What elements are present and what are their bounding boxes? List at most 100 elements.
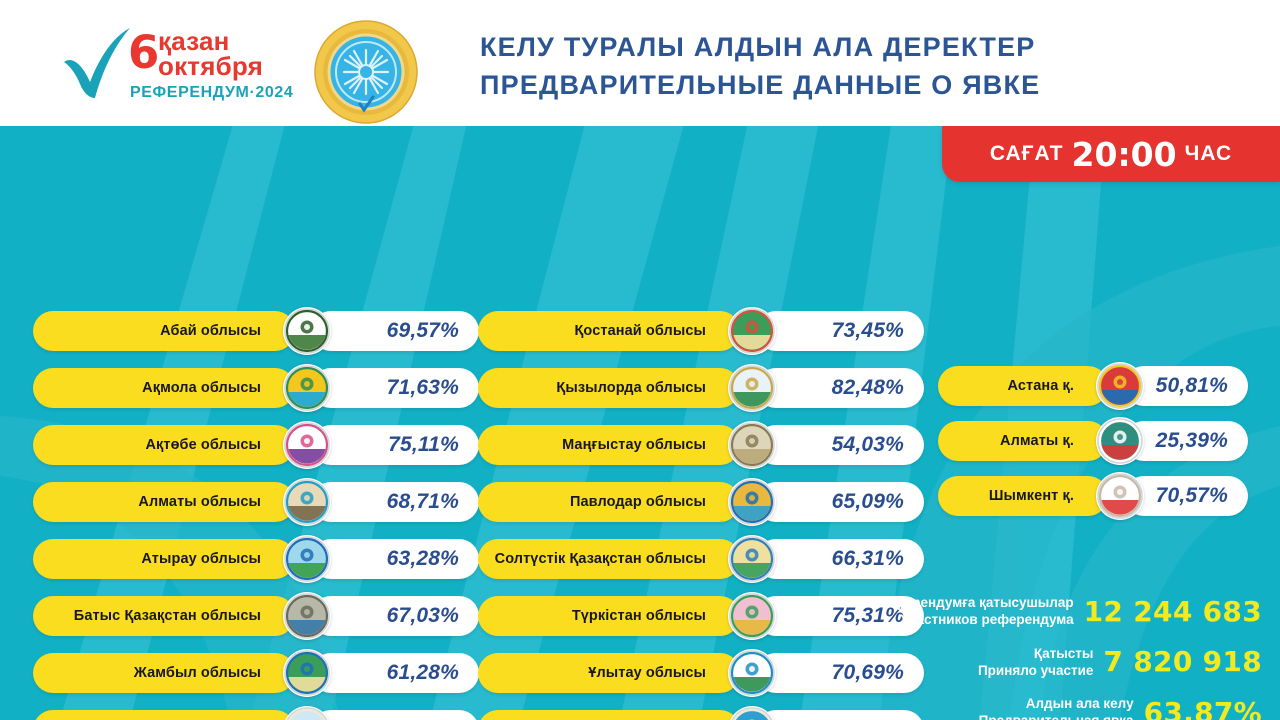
akmola-region-emblem-icon bbox=[283, 364, 331, 412]
summary-labels: Референдумға қатысушылар Участников рефер… bbox=[877, 594, 1074, 629]
region-name-pill: Қызылорда облысы bbox=[478, 368, 740, 408]
region-name-label: Маңғыстау облысы bbox=[562, 437, 706, 453]
region-name-pill: Алматы облысы bbox=[33, 482, 295, 522]
page-header: 6 қазан октября РЕФЕРЕНДУМ·2024 bbox=[0, 0, 1280, 126]
turnout-value: 25,39% bbox=[1155, 429, 1228, 452]
turnout-value: 75,11% bbox=[388, 433, 459, 456]
turnout-value: 73,79% bbox=[832, 718, 904, 720]
title-russian: ПРЕДВАРИТЕЛЬНЫЕ ДАННЫЕ О ЯВКЕ bbox=[480, 70, 1041, 101]
time-value: 20:00 bbox=[1071, 134, 1177, 174]
turnout-value-pill: 71,63% bbox=[311, 368, 479, 408]
region-name-pill: Павлодар облысы bbox=[478, 482, 740, 522]
turnout-value-pill: 54,03% bbox=[756, 425, 924, 465]
region-name-pill: Солтүстік Қазақстан облысы bbox=[478, 539, 740, 579]
abai-region-emblem-icon bbox=[283, 307, 331, 355]
turnout-value: 70,57% bbox=[1155, 484, 1228, 507]
aktobe-region-emblem-icon bbox=[283, 421, 331, 469]
turnout-value-pill: 75,31% bbox=[756, 596, 924, 636]
turnout-value-pill: 61,28% bbox=[311, 653, 479, 693]
time-badge: САҒАТ 20:00 ЧАС bbox=[942, 126, 1280, 182]
region-name-pill: Түркістан облысы bbox=[478, 596, 740, 636]
region-name-label: Павлодар облысы bbox=[569, 494, 706, 510]
region-name-label: Алматы облысы bbox=[138, 494, 261, 510]
summary-label-ru: Участников референдума bbox=[900, 612, 1074, 628]
turnout-value: 63,28% bbox=[386, 547, 459, 570]
turnout-value-pill: 73,45% bbox=[756, 311, 924, 351]
checkmark-icon bbox=[64, 28, 130, 98]
region-name-label: Түркістан облысы bbox=[571, 608, 706, 624]
zhetysu-region-emblem-icon bbox=[283, 706, 331, 720]
region-name-pill: Қостанай облысы bbox=[478, 311, 740, 351]
summary-labels: Алдын ала келуПредварительная явка bbox=[979, 695, 1134, 720]
region-name-pill: Батыс Қазақстан облысы bbox=[33, 596, 295, 636]
summary-value: 63,87% bbox=[1143, 695, 1262, 720]
region-name-pill: Жамбыл облысы bbox=[33, 653, 295, 693]
shymkent-city-emblem-icon bbox=[1096, 472, 1144, 520]
turnout-value-pill: 82,48% bbox=[756, 368, 924, 408]
kyzylorda-region-emblem-icon bbox=[728, 364, 776, 412]
turnout-value-pill: 25,39% bbox=[1124, 421, 1248, 461]
summary-label-ru: Предварительная явка bbox=[979, 712, 1134, 720]
turnout-value-pill: 67,03% bbox=[311, 596, 479, 636]
time-prefix-kz: САҒАТ bbox=[989, 142, 1064, 165]
turnout-value-pill: 63,28% bbox=[311, 539, 479, 579]
ulytau-region-emblem-icon bbox=[728, 649, 776, 697]
summary-block: Референдумға қатысушылар Участников рефер… bbox=[877, 594, 1262, 720]
region-name-label: Ақмола облысы bbox=[142, 380, 261, 396]
summary-labels: Қатысты Приняло участие bbox=[978, 645, 1093, 680]
astana-city-emblem-icon bbox=[1096, 362, 1144, 410]
summary-row: Алдын ала келуПредварительная явка 63,87% bbox=[880, 695, 1262, 720]
region-name-label: Жамбыл облысы bbox=[133, 665, 261, 681]
west-kazakhstan-region-emblem-icon bbox=[283, 592, 331, 640]
region-name-pill: Ұлытау облысы bbox=[478, 653, 740, 693]
logo-month-ru: октября bbox=[158, 51, 263, 81]
pavlodar-region-emblem-icon bbox=[728, 478, 776, 526]
region-name-pill: Алматы қ. bbox=[938, 421, 1108, 461]
east-kazakhstan-region-emblem-icon bbox=[728, 706, 776, 720]
region-name-label: Шымкент қ. bbox=[988, 488, 1074, 504]
logo-referendum-year: РЕФЕРЕНДУМ·2024 bbox=[130, 84, 294, 101]
turnout-value: 70,69% bbox=[831, 661, 904, 684]
summary-value: 7 820 918 bbox=[1103, 645, 1262, 679]
turnout-value: 75,31% bbox=[831, 604, 904, 627]
turnout-value: 73,45% bbox=[831, 319, 904, 342]
region-name-label: Астана қ. bbox=[1007, 378, 1074, 394]
region-name-label: Ұлытау облысы bbox=[588, 665, 706, 681]
referendum-logo: 6 қазан октября РЕФЕРЕНДУМ·2024 bbox=[62, 22, 297, 110]
region-name-label: Атырау облысы bbox=[141, 551, 261, 567]
region-name-pill: Ақтөбе облысы bbox=[33, 425, 295, 465]
almaty-region-emblem-icon bbox=[283, 478, 331, 526]
turnout-value: 67,03% bbox=[386, 604, 459, 627]
turnout-value-pill: 70,57% bbox=[1124, 476, 1248, 516]
summary-row: Референдумға қатысушылар Участников рефер… bbox=[877, 594, 1262, 629]
turnout-value: 54,03% bbox=[831, 433, 904, 456]
region-name-label: Қызылорда облысы bbox=[556, 380, 706, 396]
region-name-label: Ақтөбе облысы bbox=[145, 437, 261, 453]
turnout-value-pill: 69,57% bbox=[311, 311, 479, 351]
turkestan-region-emblem-icon bbox=[728, 592, 776, 640]
region-name-label: Қостанай облысы bbox=[574, 323, 706, 339]
summary-value: 12 244 683 bbox=[1083, 594, 1262, 628]
cec-seal-icon bbox=[314, 20, 418, 124]
region-name-pill: Атырау облысы bbox=[33, 539, 295, 579]
turnout-value: 61,28% bbox=[386, 661, 459, 684]
turnout-value-pill: 66,31% bbox=[756, 539, 924, 579]
mangystau-region-emblem-icon bbox=[728, 421, 776, 469]
logo-month-kz: қазан bbox=[158, 26, 230, 56]
turnout-value: 68,71% bbox=[386, 490, 459, 513]
north-kazakhstan-region-emblem-icon bbox=[728, 535, 776, 583]
zhambyl-region-emblem-icon bbox=[283, 649, 331, 697]
region-name-label: Алматы қ. bbox=[1000, 433, 1074, 449]
region-name-pill: Жетісу облысы bbox=[33, 710, 295, 720]
turnout-value-pill: 50,81% bbox=[1124, 366, 1248, 406]
turnout-value: 65,09% bbox=[831, 490, 904, 513]
turnout-value-pill: 73,79% bbox=[756, 710, 924, 720]
region-name-pill: Маңғыстау облысы bbox=[478, 425, 740, 465]
page-title: КЕЛУ ТУРАЛЫ АЛДЫН АЛА ДЕРЕКТЕР ПРЕДВАРИТ… bbox=[480, 28, 1240, 105]
turnout-value-pill: 70,69% bbox=[756, 653, 924, 693]
region-name-pill: Астана қ. bbox=[938, 366, 1108, 406]
summary-row: Қатысты Приняло участие 7 820 918 bbox=[880, 645, 1262, 680]
region-name-pill: Ақмола облысы bbox=[33, 368, 295, 408]
turnout-value: 82,48% bbox=[831, 376, 904, 399]
region-name-pill: Шығыс Қазақстан облысы bbox=[478, 710, 740, 720]
